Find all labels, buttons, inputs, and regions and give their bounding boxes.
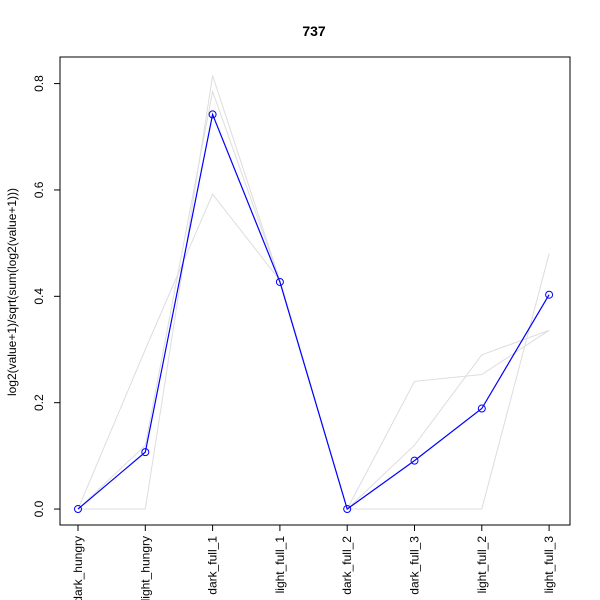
data-point <box>208 110 217 119</box>
y-tick-label: 0.0 <box>32 500 46 517</box>
x-tick-label: light_full_3 <box>542 536 556 594</box>
data-point <box>141 448 150 457</box>
x-tick-label: light_full_1 <box>273 536 287 594</box>
x-axis: dark_hungry light_hungry dark_full_1 light_… <box>71 525 556 600</box>
x-tick-label: dark_full_1 <box>206 536 220 595</box>
series-layer <box>74 75 554 514</box>
background-series-line <box>77 193 550 511</box>
y-tick-label: 0.6 <box>32 181 46 198</box>
data-point <box>343 505 352 514</box>
data-point <box>74 505 82 514</box>
data-point <box>545 290 554 299</box>
x-tick-label: dark_hungry <box>71 536 85 600</box>
data-point <box>477 404 486 413</box>
y-axis-label: log2(value+1)/sqrt(sum(log2(value+1))) <box>5 188 19 396</box>
chart-title: 737 <box>302 23 326 39</box>
highlight-series-line <box>77 112 550 511</box>
y-axis: 0.0 0.2 0.4 0.6 0.8 <box>32 75 60 517</box>
x-tick-label: dark_full_3 <box>408 536 422 595</box>
x-tick-label: dark_full_2 <box>340 536 354 595</box>
x-tick-label: light_full_2 <box>475 536 489 594</box>
y-tick-label: 0.2 <box>32 394 46 411</box>
data-point <box>410 456 419 465</box>
data-point <box>275 277 284 286</box>
plot-frame <box>59 56 571 526</box>
y-tick-label: 0.4 <box>32 288 46 305</box>
background-series-line <box>77 89 550 510</box>
x-tick-label: light_hungry <box>138 536 152 600</box>
background-series-line <box>78 75 550 510</box>
y-tick-label: 0.8 <box>32 75 46 92</box>
